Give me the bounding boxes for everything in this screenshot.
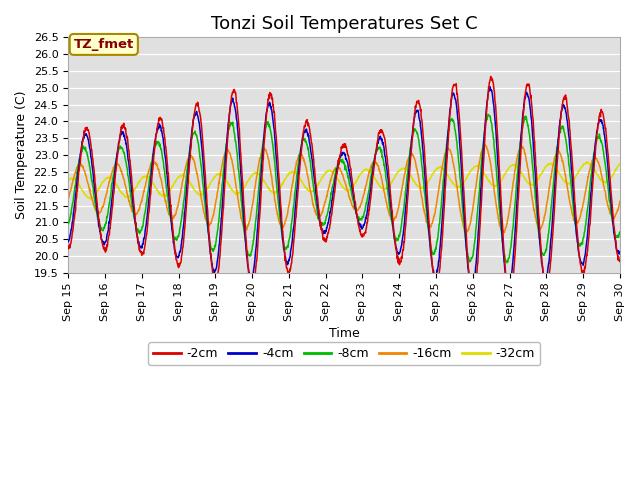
-2cm bbox=[298, 140, 306, 146]
-32cm bbox=[64, 177, 72, 183]
Line: -8cm: -8cm bbox=[68, 114, 620, 263]
-32cm bbox=[86, 196, 94, 202]
-4cm bbox=[378, 139, 386, 145]
-32cm bbox=[310, 186, 318, 192]
-32cm bbox=[320, 172, 328, 178]
-16cm bbox=[64, 196, 72, 202]
-4cm bbox=[298, 137, 306, 143]
Line: -16cm: -16cm bbox=[68, 144, 620, 233]
-32cm bbox=[379, 186, 387, 192]
-2cm bbox=[310, 156, 317, 162]
-8cm bbox=[298, 138, 306, 144]
-32cm bbox=[584, 159, 591, 165]
-8cm bbox=[107, 192, 115, 197]
-4cm bbox=[64, 239, 72, 245]
-2cm bbox=[64, 244, 72, 250]
-16cm bbox=[481, 142, 488, 147]
-8cm bbox=[616, 229, 624, 235]
-2cm bbox=[378, 129, 386, 135]
-2cm bbox=[506, 298, 513, 303]
-16cm bbox=[616, 198, 624, 204]
-2cm bbox=[616, 257, 624, 263]
-8cm bbox=[484, 111, 492, 117]
-8cm bbox=[320, 221, 328, 227]
-16cm bbox=[129, 209, 137, 215]
-4cm bbox=[486, 84, 494, 90]
Title: Tonzi Soil Temperatures Set C: Tonzi Soil Temperatures Set C bbox=[211, 15, 477, 33]
Y-axis label: Soil Temperature (C): Soil Temperature (C) bbox=[15, 91, 28, 219]
-4cm bbox=[320, 230, 328, 236]
-4cm bbox=[107, 206, 115, 212]
Text: TZ_fmet: TZ_fmet bbox=[74, 38, 134, 51]
-4cm bbox=[310, 171, 317, 177]
-8cm bbox=[378, 155, 386, 160]
Line: -32cm: -32cm bbox=[68, 162, 620, 199]
-16cm bbox=[298, 153, 306, 158]
-8cm bbox=[129, 209, 137, 215]
-8cm bbox=[64, 221, 72, 227]
-2cm bbox=[320, 236, 328, 242]
-16cm bbox=[320, 204, 328, 210]
-2cm bbox=[487, 73, 495, 79]
-8cm bbox=[503, 260, 511, 265]
-16cm bbox=[378, 178, 386, 184]
-4cm bbox=[468, 286, 476, 291]
-2cm bbox=[129, 195, 137, 201]
-32cm bbox=[130, 189, 138, 194]
-32cm bbox=[108, 175, 115, 180]
Line: -2cm: -2cm bbox=[68, 76, 620, 300]
-16cm bbox=[107, 173, 115, 179]
-8cm bbox=[310, 185, 317, 191]
-32cm bbox=[616, 161, 624, 167]
-4cm bbox=[616, 249, 624, 255]
Line: -4cm: -4cm bbox=[68, 87, 620, 288]
Legend: -2cm, -4cm, -8cm, -16cm, -32cm: -2cm, -4cm, -8cm, -16cm, -32cm bbox=[148, 342, 540, 365]
-16cm bbox=[500, 230, 508, 236]
-32cm bbox=[299, 180, 307, 185]
-2cm bbox=[107, 217, 115, 223]
-16cm bbox=[310, 204, 317, 210]
-4cm bbox=[129, 204, 137, 209]
X-axis label: Time: Time bbox=[329, 327, 360, 340]
